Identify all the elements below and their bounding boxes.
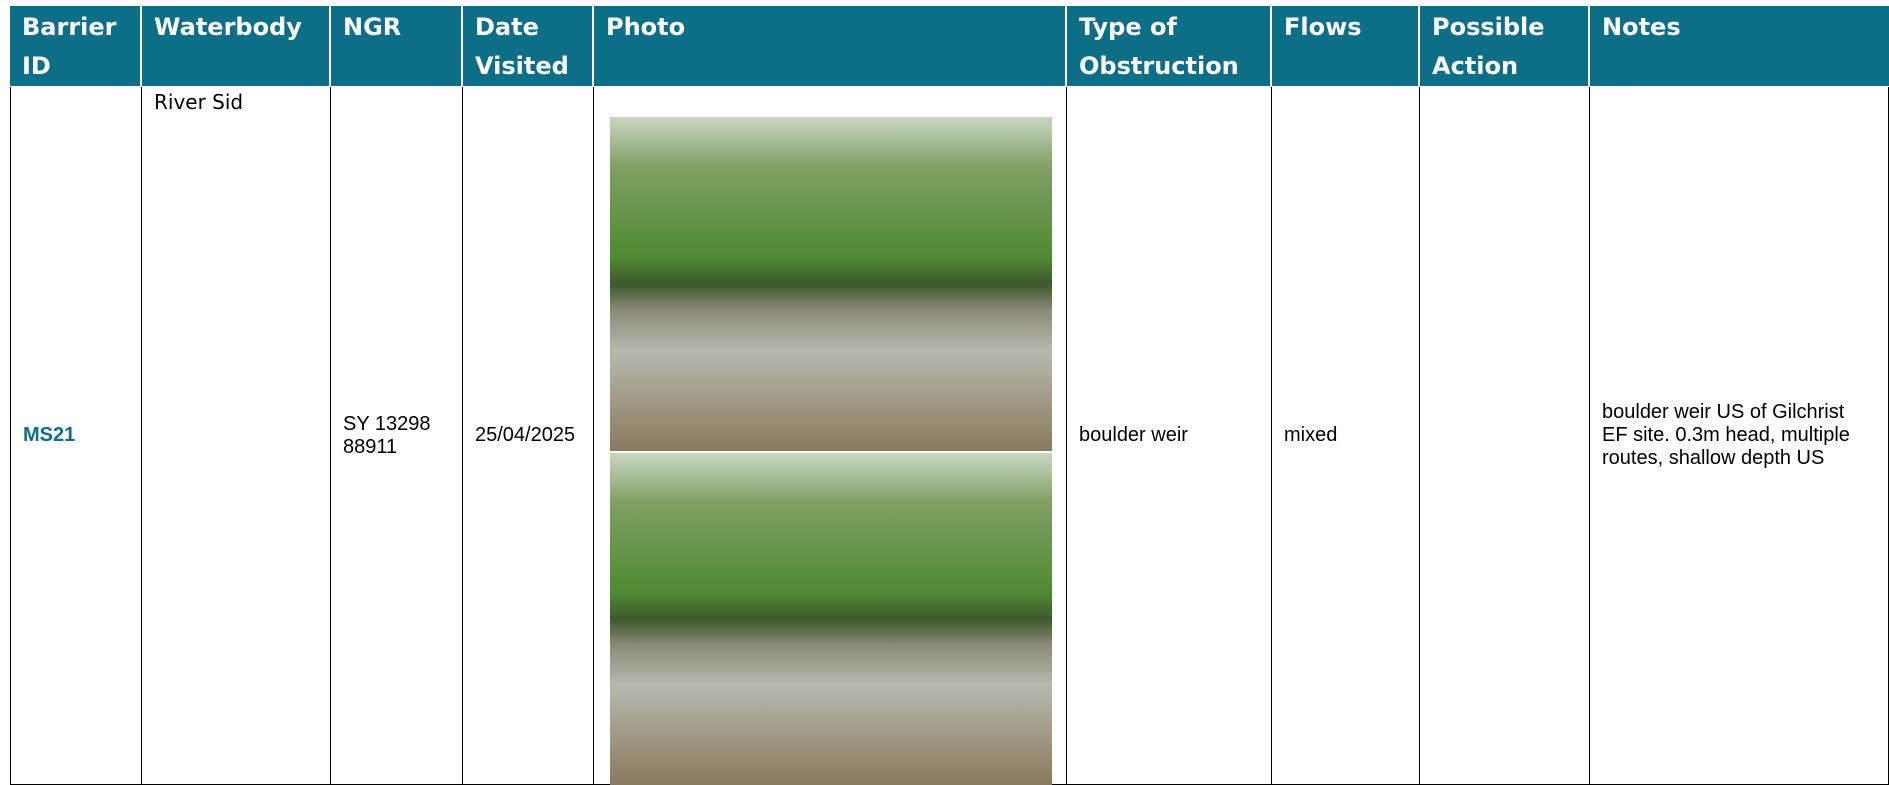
header-cell: Photo xyxy=(594,6,1067,87)
photos xyxy=(594,87,1066,785)
header-cell: Date Visited xyxy=(463,6,594,87)
header-cell: Possible Action xyxy=(1420,6,1590,87)
barrier-id: MS21 xyxy=(10,87,142,785)
photo-2 xyxy=(610,453,1052,785)
header-cell: Flows xyxy=(1272,6,1420,87)
header-cell: Notes xyxy=(1590,6,1889,87)
possible-action xyxy=(1420,87,1590,785)
date-visited: 25/04/2025 xyxy=(463,87,594,785)
photo-cell xyxy=(594,87,1067,785)
photo-1 xyxy=(610,117,1052,451)
header-cell: NGR xyxy=(331,6,463,87)
ngr: SY 13298 88911 xyxy=(331,87,463,785)
header-cell: Waterbody xyxy=(142,6,331,87)
header-cell: Barrier ID xyxy=(10,6,142,87)
header-cell: Type of Obstruction xyxy=(1067,6,1272,87)
waterbody: River Sid xyxy=(142,87,331,785)
page: Barrier ID Waterbody NGR Date Visited Ph… xyxy=(0,0,1889,785)
flows: mixed xyxy=(1272,87,1420,785)
type-of-obstruction: boulder weir xyxy=(1067,87,1272,785)
notes: boulder weir US of Gilchrist EF site. 0.… xyxy=(1590,87,1889,785)
